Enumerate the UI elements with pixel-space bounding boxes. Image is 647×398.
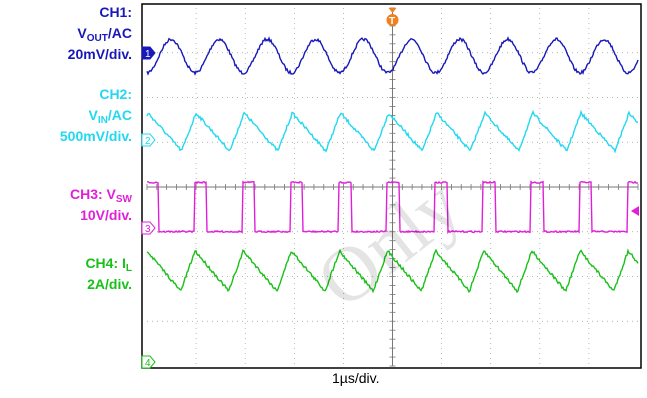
scope-screen <box>141 3 642 369</box>
ch1-marker-label: 1 <box>145 49 151 60</box>
ch1-label: CH1: VOUT/AC 20mV/div. <box>67 4 132 62</box>
waveform-ch4 <box>146 248 639 294</box>
waveform-ch2 <box>146 109 638 154</box>
ch2-label: CH2: VIN/AC 500mV/div. <box>59 86 132 144</box>
ch1-marker-icon <box>141 46 156 60</box>
ch4-label: CH4: IL 2A/div. <box>85 255 132 292</box>
ch3-marker-icon <box>141 221 156 235</box>
ch2-marker-icon <box>141 133 156 147</box>
trigger-arrow-icon <box>388 8 397 13</box>
trigger-marker-icon <box>386 14 399 26</box>
trigger-level-icon <box>631 206 639 216</box>
scope-grid <box>146 7 639 367</box>
time-scale-label: 1µs/div. <box>332 370 380 386</box>
ch3-marker-label: 3 <box>145 224 151 235</box>
waveform-ch1 <box>146 36 639 76</box>
scope-waveforms <box>146 36 639 294</box>
waveform-ch3 <box>147 180 638 235</box>
scope-markers: 1 2 3 4 T <box>141 8 639 369</box>
trigger-marker-label: T <box>389 16 395 27</box>
ch3-label: CH3: VSW 10V/div. <box>69 186 132 223</box>
ch4-marker-label: 4 <box>145 358 151 369</box>
ch2-marker-label: 2 <box>145 136 151 147</box>
channel-labels: CH1: VOUT/AC 20mV/div. CH2: VIN/AC 500mV… <box>0 0 132 310</box>
ch4-marker-icon <box>141 355 156 369</box>
